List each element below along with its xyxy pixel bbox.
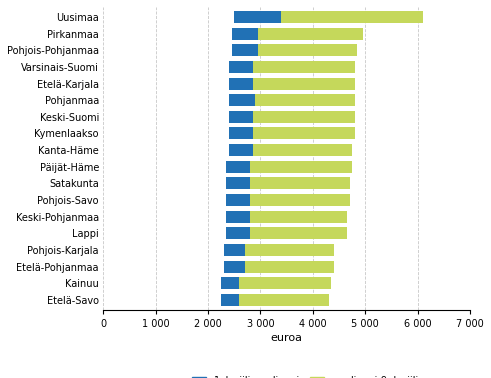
- Bar: [252, 77, 355, 90]
- Bar: [229, 111, 252, 123]
- Bar: [258, 28, 363, 40]
- Bar: [224, 261, 245, 273]
- Bar: [240, 294, 328, 306]
- X-axis label: euroa: euroa: [271, 333, 302, 343]
- Bar: [221, 277, 240, 289]
- Bar: [245, 261, 334, 273]
- Bar: [229, 127, 252, 139]
- Bar: [226, 228, 250, 239]
- Bar: [234, 11, 281, 23]
- Bar: [229, 144, 252, 156]
- Bar: [232, 28, 258, 40]
- Bar: [226, 211, 250, 223]
- Bar: [224, 244, 245, 256]
- Bar: [255, 94, 355, 106]
- Bar: [229, 94, 255, 106]
- Bar: [226, 161, 250, 173]
- Bar: [250, 211, 347, 223]
- Bar: [229, 61, 252, 73]
- Bar: [281, 11, 423, 23]
- Bar: [221, 294, 240, 306]
- Bar: [232, 44, 258, 56]
- Bar: [250, 161, 352, 173]
- Bar: [252, 127, 355, 139]
- Bar: [252, 61, 355, 73]
- Legend: 1.desiili-mediaani, mediaani-9.desiili: 1.desiili-mediaani, mediaani-9.desiili: [188, 372, 422, 378]
- Bar: [250, 177, 350, 189]
- Bar: [250, 228, 347, 239]
- Bar: [258, 44, 357, 56]
- Bar: [226, 177, 250, 189]
- Bar: [240, 277, 331, 289]
- Bar: [229, 77, 252, 90]
- Bar: [250, 194, 350, 206]
- Bar: [252, 144, 352, 156]
- Bar: [245, 244, 334, 256]
- Bar: [226, 194, 250, 206]
- Bar: [252, 111, 355, 123]
